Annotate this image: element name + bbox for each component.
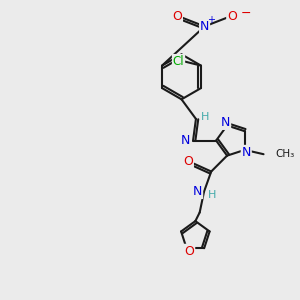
Text: N: N (200, 20, 209, 33)
Text: O: O (172, 10, 182, 23)
Text: N: N (242, 146, 251, 159)
Text: O: O (183, 155, 193, 169)
Text: N: N (221, 116, 230, 129)
Text: −: − (241, 7, 252, 20)
Text: N: N (181, 134, 190, 147)
Text: +: + (207, 15, 215, 25)
Text: O: O (227, 10, 237, 23)
Text: Cl: Cl (173, 55, 184, 68)
Text: O: O (184, 244, 194, 258)
Text: H: H (208, 190, 216, 200)
Text: H: H (201, 112, 209, 122)
Text: N: N (193, 185, 202, 198)
Text: CH₃: CH₃ (276, 149, 295, 159)
